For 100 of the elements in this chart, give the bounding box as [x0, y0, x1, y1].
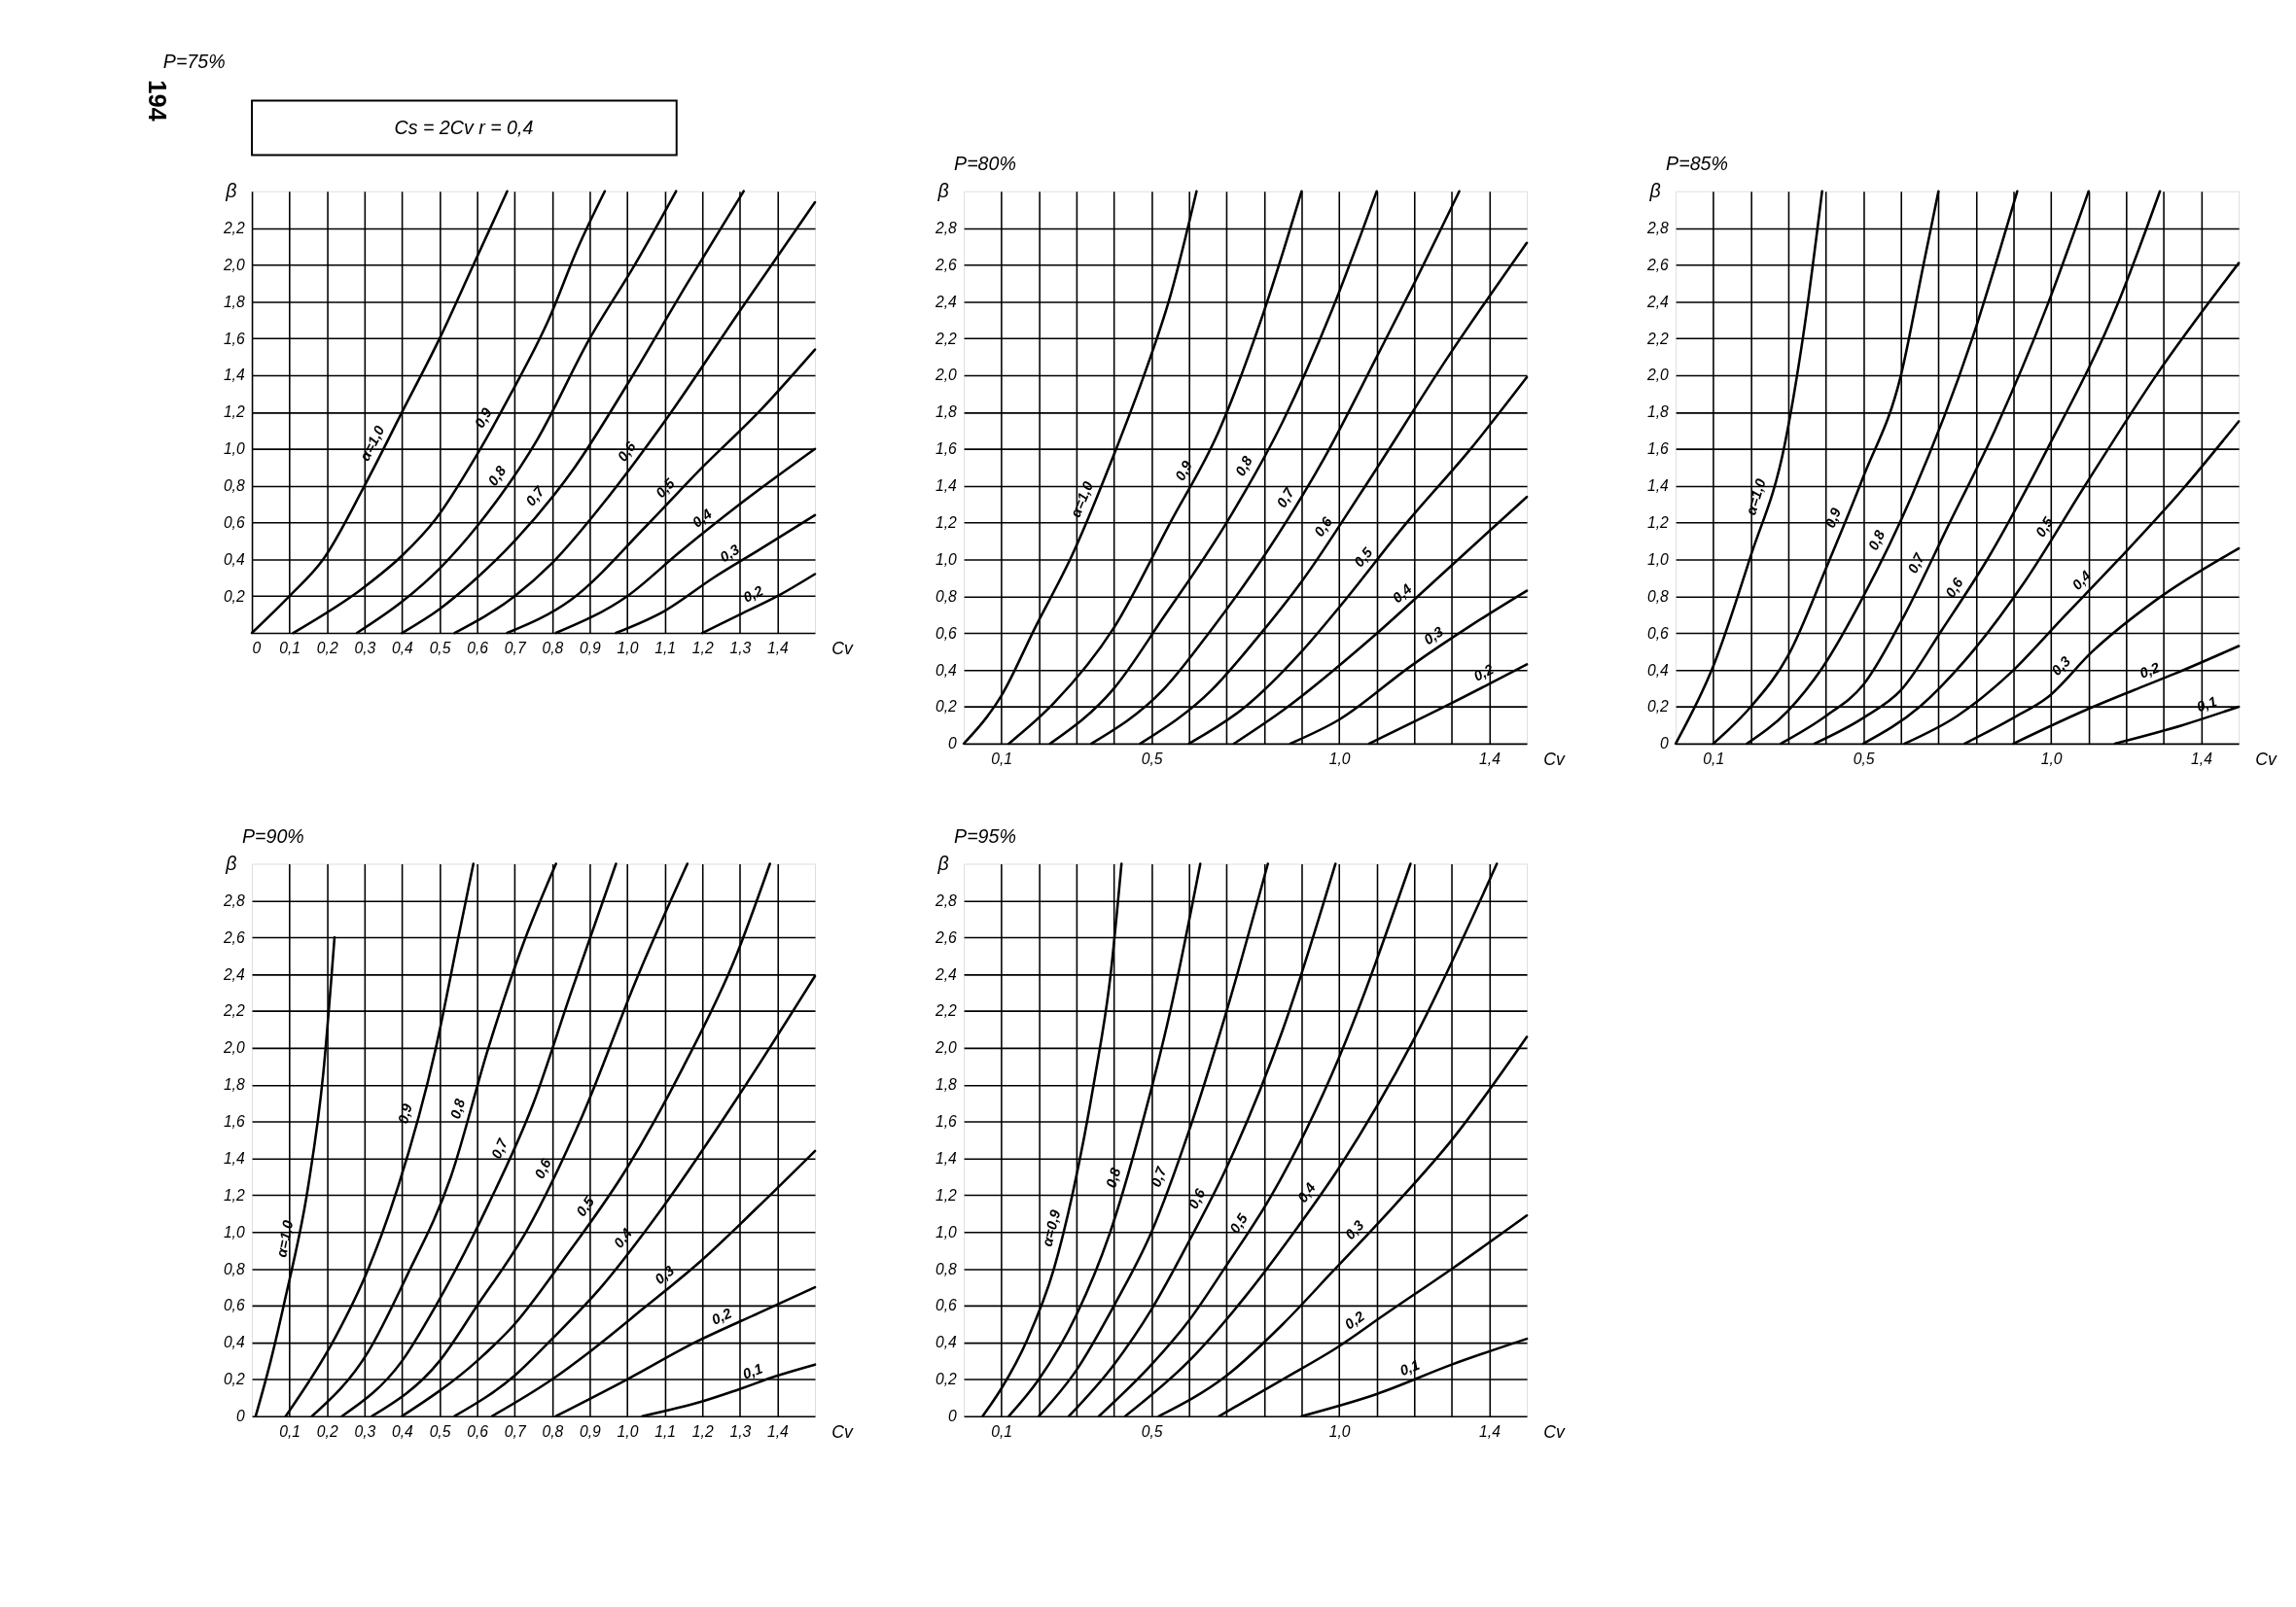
y-tick-label: 0,2 [223, 1371, 245, 1388]
y-tick-label: 2,2 [934, 1002, 958, 1020]
y-tick-label: 1,6 [935, 440, 958, 458]
y-tick-label: 1,8 [935, 403, 958, 421]
y-tick-label: 0,4 [223, 550, 245, 568]
y-tick-label: 1,6 [1646, 440, 1670, 458]
y-tick-label: 0,2 [223, 587, 245, 605]
y-tick-label: 0,8 [223, 1260, 245, 1277]
x-tick-label: 0,1 [991, 750, 1013, 767]
chart-title: P=80% [954, 153, 1016, 175]
y-tick-label: 0,4 [223, 1334, 245, 1351]
y-axis-title: β [1648, 180, 1661, 202]
y-tick-label: 2,2 [222, 219, 245, 236]
x-tick-label: 0,4 [392, 1422, 414, 1440]
x-tick-label: 1,0 [1328, 1422, 1351, 1440]
text: 0,9 [1172, 457, 1196, 484]
x-tick-label: 0,5 [1141, 750, 1163, 767]
text: α=0,9 [1039, 1207, 1064, 1248]
y-tick-label: 0,8 [935, 1260, 958, 1277]
x-tick-label: 0,5 [1141, 1422, 1163, 1440]
y-tick-label: 2,8 [1645, 219, 1670, 236]
x-tick-label: 0,8 [542, 1422, 564, 1440]
x-tick-label: 1,4 [2191, 750, 2213, 767]
y-tick-label: 0,6 [223, 513, 245, 531]
x-tick-label: 0,2 [316, 640, 338, 657]
y-tick-label: 1,2 [935, 1186, 958, 1204]
y-tick-label: 0,8 [935, 587, 958, 605]
y-tick-label: 1,4 [223, 367, 245, 384]
y-tick-label: 0,4 [935, 1334, 958, 1351]
text: 0,8 [447, 1096, 469, 1121]
x-tick-label: 1,2 [691, 1422, 714, 1440]
x-tick-label: 0,1 [279, 1422, 301, 1440]
x-tick-label: 0,1 [991, 1422, 1013, 1440]
y-tick-label: 2,4 [1645, 293, 1670, 310]
x-tick-label: 0,5 [429, 640, 451, 657]
y-tick-label: 0,8 [1646, 587, 1670, 605]
y-tick-label: 1,4 [935, 477, 958, 495]
y-tick-label: 1,2 [1646, 514, 1670, 532]
y-tick-label: 0 [1660, 735, 1670, 752]
y-tick-label: 0,2 [935, 698, 958, 716]
y-tick-label: 2,0 [222, 1039, 245, 1057]
y-tick-label: 2,6 [934, 928, 958, 946]
y-tick-label: 1,6 [223, 330, 245, 347]
text: 0,3 [717, 541, 743, 566]
y-tick-label: 2,2 [222, 1002, 245, 1020]
y-tick-label: 1,4 [1646, 477, 1670, 495]
x-tick-label: 0,3 [354, 640, 376, 657]
x-tick-label: 0,7 [504, 640, 527, 657]
x-tick-label: 0 [252, 640, 262, 657]
y-tick-label: 0,4 [935, 661, 958, 679]
y-tick-label: 0 [948, 1408, 958, 1425]
x-tick-label: 0,6 [467, 640, 489, 657]
y-tick-label: 2,4 [934, 965, 958, 983]
y-tick-label: 1,2 [223, 403, 245, 421]
y-tick-label: 0,4 [1646, 661, 1670, 679]
y-tick-label: 0,6 [935, 1297, 958, 1314]
y-tick-label: 1,0 [935, 1223, 958, 1240]
text: 0,7 [1148, 1164, 1170, 1190]
text: 0,2 [709, 1305, 735, 1328]
text: 0,2 [1341, 1308, 1368, 1333]
text: 194 [144, 80, 172, 122]
text: 0,7 [488, 1135, 512, 1162]
x-axis-title: Cv [1543, 1421, 1566, 1442]
text: 0,8 [1232, 452, 1256, 479]
text: 0,6 [1942, 574, 1967, 601]
y-tick-label: 1,8 [223, 1076, 245, 1094]
y-axis-title: β [225, 180, 237, 202]
y-axis-title: β [936, 852, 949, 874]
text: Cs = 2Cv r = 0,4 [394, 116, 534, 138]
text: 0,5 [1226, 1209, 1252, 1237]
y-tick-label: 2,8 [934, 219, 958, 236]
y-tick-label: 1,8 [935, 1076, 958, 1094]
y-tick-label: 1,0 [223, 1223, 245, 1240]
y-tick-label: 2,0 [934, 367, 958, 384]
chart-title: P=90% [242, 824, 304, 847]
y-tick-label: 1,4 [223, 1149, 245, 1167]
y-tick-label: 2,2 [1645, 330, 1670, 347]
x-axis-title: Cv [831, 639, 854, 659]
y-tick-label: 1,6 [935, 1113, 958, 1131]
y-tick-label: 1,2 [223, 1186, 245, 1204]
x-tick-label: 0,5 [1853, 750, 1875, 767]
x-tick-label: 1,1 [654, 640, 677, 657]
x-tick-label: 0,9 [580, 640, 602, 657]
x-tick-label: 1,2 [691, 640, 714, 657]
y-tick-label: 1,4 [935, 1149, 958, 1167]
y-tick-label: 0 [235, 1408, 245, 1425]
text: 0,7 [1904, 549, 1928, 576]
y-tick-label: 0,6 [1646, 624, 1670, 642]
text: α=1,0 [273, 1218, 297, 1259]
y-tick-label: 2,8 [934, 891, 958, 909]
y-tick-label: 1,6 [223, 1113, 245, 1131]
x-tick-label: 0,7 [504, 1422, 527, 1440]
y-tick-label: 2,2 [934, 330, 958, 347]
y-tick-label: 2,0 [1645, 367, 1670, 384]
x-tick-label: 0,9 [580, 1422, 602, 1440]
x-tick-label: 1,0 [1328, 750, 1351, 767]
text: 0,7 [522, 482, 548, 509]
x-tick-label: 0,5 [429, 1422, 451, 1440]
y-tick-label: 0,2 [1646, 698, 1670, 716]
y-tick-label: 2,0 [222, 256, 245, 273]
